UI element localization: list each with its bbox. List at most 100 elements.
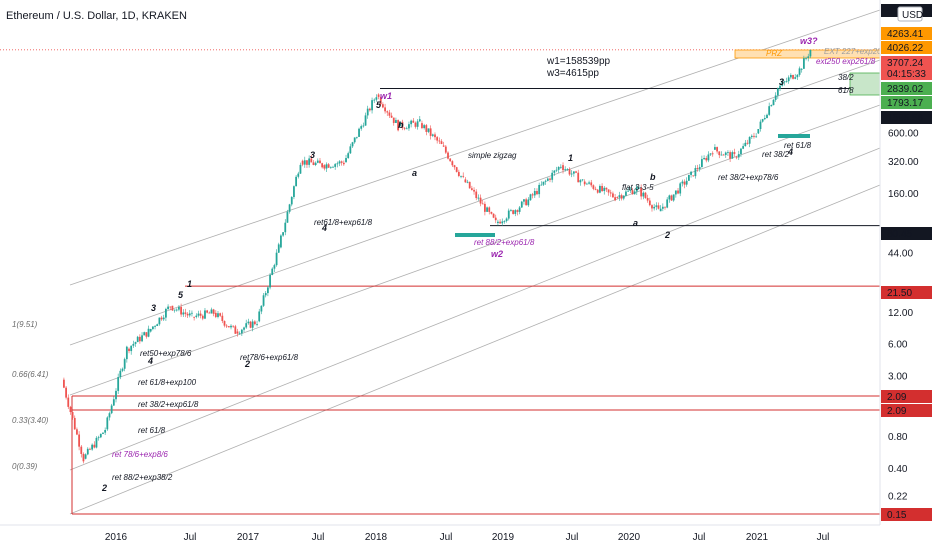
candle-body-97	[273, 265, 276, 269]
candle-body-311	[737, 154, 740, 158]
time-tick-7: Jul	[566, 532, 579, 543]
chart-title: Ethereum / U.S. Dollar, 1D, KRAKEN	[6, 10, 187, 22]
candle-body-200	[497, 221, 499, 224]
time-tick-8: 2020	[618, 532, 641, 543]
candle-body-63	[199, 313, 202, 316]
candle-body-154	[397, 120, 399, 131]
candle-body-119	[321, 163, 324, 168]
candle-body-201	[499, 221, 501, 224]
candle-body-218	[536, 190, 538, 195]
time-tick-2: 2017	[237, 532, 260, 543]
candle-body-191	[477, 197, 480, 199]
candle-body-212	[523, 199, 525, 202]
candle-body-100	[280, 235, 282, 248]
candle-body-168	[427, 128, 430, 132]
candle-body-307	[729, 152, 732, 159]
candle-body-126	[336, 163, 339, 165]
fib-label: 0(0.39)	[12, 462, 38, 471]
annotation-12: ret 38/2	[762, 150, 790, 159]
candle-body-66	[206, 310, 209, 313]
candle-body-146	[379, 96, 382, 105]
candle-body-106	[293, 186, 295, 198]
candle-body-60	[193, 316, 196, 318]
candle-body-65	[204, 310, 206, 319]
candle-body-55	[182, 312, 185, 315]
candle-body-266	[640, 187, 643, 197]
wave-label-4: 3	[310, 150, 315, 160]
candle-body-279	[668, 195, 671, 200]
candle-body-148	[384, 107, 386, 112]
candle-body-220	[540, 184, 543, 186]
candle-body-19	[104, 430, 107, 433]
candle-body-167	[425, 125, 428, 132]
candle-body-312	[740, 148, 742, 155]
wave-label-11: 3	[779, 77, 784, 87]
candle-body-41	[151, 326, 154, 329]
candle-body-281	[672, 194, 675, 201]
wave-label-3: 5	[376, 100, 382, 110]
candle-body-342	[805, 57, 807, 59]
candle-body-159	[408, 124, 410, 129]
candle-body-295	[703, 158, 705, 160]
candle-body-72	[219, 313, 222, 316]
channel-line-5	[69, 184, 881, 515]
candle-body-0	[63, 379, 65, 388]
price-tick-7: 0.80	[888, 432, 908, 443]
candle-body-290	[692, 175, 695, 177]
candle-body-161	[412, 120, 415, 123]
candle-body-287	[685, 180, 688, 185]
candle-body-90	[258, 311, 261, 322]
candle-body-169	[429, 128, 432, 136]
candle-body-275	[659, 208, 662, 212]
candle-body-320	[757, 129, 760, 134]
candle-body-58	[188, 313, 191, 316]
candle-body-194	[484, 203, 486, 212]
time-tick-1: Jul	[184, 532, 197, 543]
candle-body-185	[464, 179, 467, 183]
candle-body-330	[779, 85, 781, 89]
wave-label-13: 2	[101, 483, 107, 493]
candle-body-69	[212, 309, 215, 314]
candle-body-238	[579, 180, 582, 183]
candle-body-217	[533, 190, 536, 196]
candle-body-333	[785, 81, 788, 82]
time-tick-10: 2021	[746, 532, 769, 543]
candle-body-344	[809, 50, 812, 57]
candle-body-203	[503, 221, 506, 222]
candle-body-70	[214, 312, 217, 317]
candle-body-144	[375, 97, 378, 100]
candle-body-202	[501, 221, 504, 224]
candle-body-162	[414, 122, 417, 127]
candle-body-313	[742, 146, 745, 149]
candle-body-255	[616, 196, 619, 198]
candle-body-205	[507, 210, 510, 219]
currency-label[interactable]: USD	[902, 10, 923, 21]
candle-body-216	[531, 194, 534, 196]
candle-body-278	[666, 199, 669, 208]
candle-body-124	[332, 166, 334, 168]
candle-body-81	[238, 333, 241, 335]
candle-body-30	[128, 348, 130, 352]
candle-body-140	[366, 108, 369, 116]
time-tick-9: Jul	[693, 532, 706, 543]
annotation-15: 61/8	[838, 86, 854, 95]
candle-body-286	[683, 181, 686, 185]
candle-body-139	[364, 115, 367, 126]
candle-body-92	[262, 295, 265, 306]
candle-body-294	[701, 159, 703, 168]
candle-body-222	[544, 180, 547, 182]
candle-body-98	[275, 252, 278, 266]
candle-body-103	[286, 211, 289, 223]
candle-body-36	[141, 335, 143, 342]
candle-body-31	[130, 345, 133, 352]
candle-body-129	[342, 162, 345, 165]
candle-body-13	[91, 444, 94, 450]
candle-body-175	[442, 145, 445, 147]
price-tag-bg-11	[881, 404, 932, 417]
candle-body-102	[284, 222, 287, 233]
candle-body-319	[755, 136, 758, 138]
wave-label-15: 4	[147, 356, 153, 366]
wave-label-16: a	[412, 168, 417, 178]
candle-body-33	[134, 342, 137, 344]
